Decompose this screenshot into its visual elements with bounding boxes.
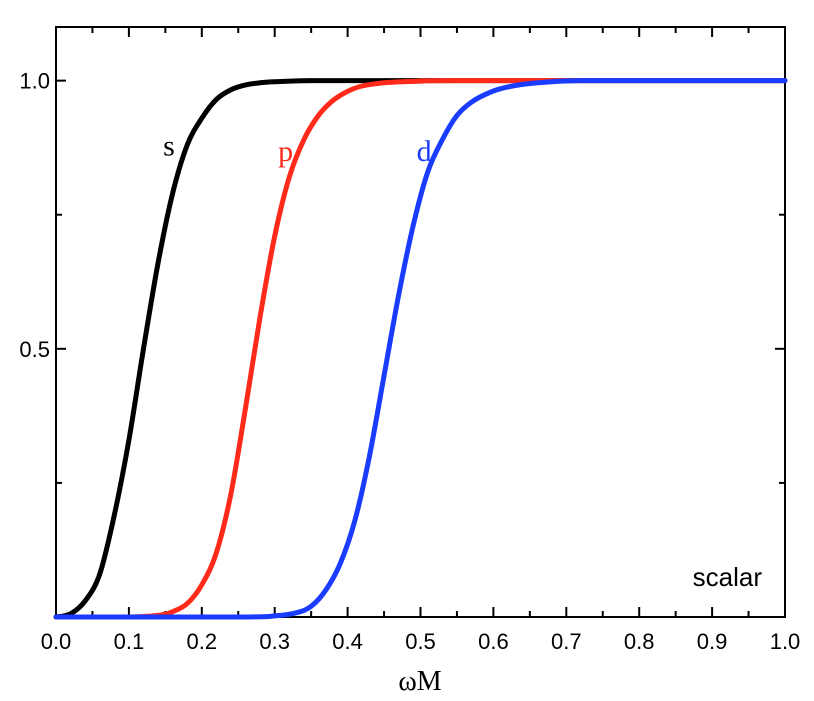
series-label-s: s	[163, 130, 175, 163]
x-tick-label: 0.4	[332, 629, 363, 654]
chart-annotation: scalar	[693, 562, 763, 592]
y-tick-label: 0.5	[19, 337, 50, 362]
x-tick-label: 0.3	[259, 629, 290, 654]
x-axis-label: ωM	[398, 666, 441, 697]
axis-tick-labels: 0.0 0.1 0.2 0.3 0.4 0.5 0.6 0.7 0.8 0.9 1.0 0.5 1.0	[19, 69, 800, 654]
x-tick-label: 0.7	[551, 629, 582, 654]
y-tick-label: 1.0	[19, 69, 50, 94]
axis-ticks	[55, 27, 786, 617]
x-tick-label: 0.8	[624, 629, 655, 654]
series-label-p: p	[278, 135, 293, 168]
series-line-p	[53, 78, 788, 620]
x-tick-label: 0.5	[405, 629, 436, 654]
series-line-d	[53, 78, 788, 620]
x-tick-label: 1.0	[770, 629, 801, 654]
plot-frame	[55, 26, 786, 618]
x-tick-label: 0.0	[41, 629, 72, 654]
x-tick-label: 0.2	[187, 629, 218, 654]
series-label-d: d	[417, 135, 432, 168]
series-line-s	[53, 78, 788, 620]
series-lines	[53, 78, 788, 620]
x-tick-label: 0.9	[697, 629, 728, 654]
x-tick-label: 0.1	[114, 629, 145, 654]
x-tick-label: 0.6	[478, 629, 509, 654]
